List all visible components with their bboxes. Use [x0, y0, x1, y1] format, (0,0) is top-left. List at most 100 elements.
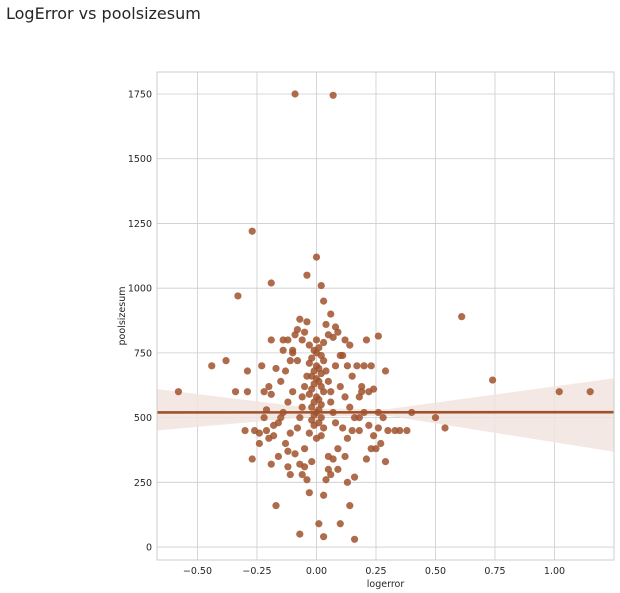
data-point [343, 478, 352, 486]
data-point [286, 429, 294, 437]
data-point [374, 332, 382, 340]
data-point [250, 426, 259, 435]
data-point [355, 426, 363, 435]
data-point [255, 439, 263, 448]
data-point [348, 372, 356, 380]
data-point [300, 328, 309, 336]
x-tick-label: 1.00 [544, 566, 565, 577]
data-point [381, 458, 390, 466]
data-point [279, 346, 287, 354]
x-tick-label: 0.50 [425, 566, 446, 577]
data-point [267, 336, 275, 344]
data-point [291, 331, 299, 339]
data-point [324, 377, 332, 385]
data-point [341, 336, 349, 344]
data-point [381, 367, 390, 375]
data-point [298, 393, 306, 401]
scatter-points [174, 90, 594, 543]
data-point [341, 452, 349, 461]
data-point [489, 376, 497, 384]
data-point [315, 344, 323, 352]
data-point [300, 445, 309, 453]
data-point [291, 90, 299, 98]
data-point [334, 445, 342, 453]
data-point [377, 439, 385, 448]
data-point [303, 271, 311, 279]
data-point [305, 489, 313, 497]
data-point [586, 388, 594, 396]
data-point [222, 357, 230, 365]
x-tick-label: 0.75 [484, 566, 505, 577]
data-point [303, 372, 311, 380]
data-point [329, 333, 337, 341]
data-point [327, 398, 335, 406]
data-point [317, 281, 325, 290]
data-point [327, 388, 335, 396]
data-point [303, 318, 311, 326]
data-point [358, 388, 366, 396]
y-tick-label: 1250 [128, 219, 152, 230]
data-point [296, 315, 304, 323]
x-tick-label: 0.00 [306, 566, 327, 577]
data-point [272, 502, 280, 510]
data-point [343, 434, 352, 442]
data-point [308, 354, 316, 362]
y-tick-label: 1750 [128, 90, 152, 101]
data-point [346, 341, 354, 349]
data-point [362, 336, 371, 344]
data-point [336, 382, 344, 391]
data-point [241, 426, 249, 435]
data-point [555, 388, 563, 396]
data-point [260, 388, 268, 396]
data-point [277, 414, 285, 422]
data-point [362, 455, 371, 463]
data-point [320, 491, 328, 499]
data-point [355, 414, 363, 422]
data-point [267, 460, 275, 468]
data-point [284, 447, 292, 455]
data-point [298, 403, 306, 411]
data-point [346, 502, 354, 510]
data-point [365, 421, 373, 429]
data-point [305, 429, 313, 437]
data-point [234, 292, 242, 300]
data-point [322, 367, 330, 375]
data-point [231, 388, 240, 396]
data-point [327, 310, 335, 318]
data-point [289, 388, 297, 396]
y-tick-label: 750 [134, 348, 152, 359]
data-point [341, 393, 349, 401]
data-point [312, 253, 321, 261]
data-point [248, 455, 256, 463]
data-point [267, 390, 275, 398]
data-point [293, 424, 302, 432]
data-point [208, 362, 216, 370]
data-point [334, 328, 342, 336]
data-point [248, 227, 256, 235]
data-point [296, 530, 304, 538]
data-point [281, 367, 290, 375]
data-point [243, 388, 252, 396]
data-point [174, 388, 183, 396]
data-point [260, 414, 268, 422]
data-point [272, 364, 280, 373]
data-point [329, 455, 337, 463]
data-point [320, 338, 328, 347]
data-point [293, 357, 302, 365]
data-point [312, 393, 321, 401]
data-point [258, 362, 266, 370]
data-point [350, 535, 359, 543]
data-point [320, 297, 328, 305]
data-point [379, 414, 387, 422]
plot-frame [156, 71, 615, 561]
data-point [289, 349, 297, 357]
data-point [331, 362, 340, 370]
data-point [360, 362, 368, 370]
data-point [315, 520, 323, 528]
data-point [277, 377, 285, 385]
data-point [296, 414, 304, 422]
x-tick-label: 0.25 [365, 566, 386, 577]
data-point [367, 362, 375, 370]
data-point [291, 450, 299, 458]
